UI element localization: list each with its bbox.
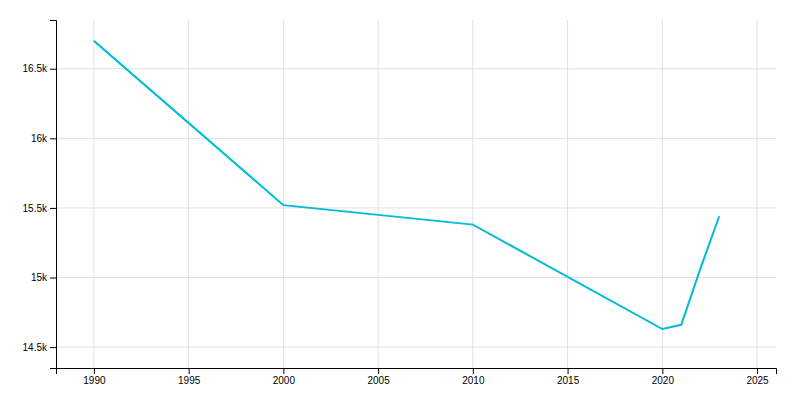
tick-mark [757, 368, 758, 374]
tick: 1995 [178, 368, 201, 386]
line [94, 41, 719, 329]
tick-label: 2020 [652, 375, 675, 386]
grid-line [283, 20, 284, 368]
plot-area [94, 41, 719, 329]
tick: 2000 [273, 368, 296, 386]
tick-mark [94, 368, 95, 374]
tick-mark [50, 69, 56, 70]
tick-label: 1995 [178, 375, 201, 386]
tick-label: 15.5k [23, 203, 48, 214]
grid-line [757, 20, 758, 368]
tick-mark [50, 208, 56, 209]
grid-line [93, 20, 94, 368]
tick: 15.5k [23, 203, 56, 214]
tick: 2005 [367, 368, 390, 386]
tick-mark [473, 368, 474, 374]
tick-mark [50, 278, 56, 279]
tick: 2025 [746, 368, 769, 386]
axis-line [57, 369, 777, 375]
tick-mark [378, 368, 379, 374]
grid-line [56, 207, 776, 208]
tick: 16k [31, 133, 56, 144]
tick-mark [283, 368, 284, 374]
tick: 2020 [652, 368, 675, 386]
tick-label: 2010 [462, 375, 485, 386]
x-axis: 1990 1995 2000 2005 2010 2015 2020 2025 [57, 368, 777, 386]
tick-label: 2000 [273, 375, 296, 386]
tick: 1990 [83, 368, 106, 386]
tick-label: 15k [31, 272, 48, 283]
grid-line [567, 20, 568, 368]
tick-mark [189, 368, 190, 374]
tick-label: 16k [31, 133, 48, 144]
grid-line [472, 20, 473, 368]
tick-label: 1990 [83, 375, 106, 386]
grid-line [56, 68, 776, 69]
tick: 2015 [557, 368, 580, 386]
grid-line [188, 20, 189, 368]
tick-mark [50, 347, 56, 348]
tick-label: 2015 [557, 375, 580, 386]
tick-label: 2025 [746, 375, 769, 386]
tick: 14.5k [23, 342, 56, 353]
tick-mark [50, 138, 56, 139]
grid-line [56, 347, 776, 348]
tick-label: 14.5k [23, 342, 48, 353]
grid-line [378, 20, 379, 368]
y-axis: 14.5k 15k 15.5k 16k 16.5k [23, 21, 57, 369]
tick: 16.5k [23, 63, 56, 74]
grid-line [56, 277, 776, 278]
tick-label: 16.5k [23, 63, 48, 74]
axis-line [50, 21, 57, 369]
tick-label: 2005 [367, 375, 390, 386]
grid-line [56, 138, 776, 139]
tick: 2010 [462, 368, 485, 386]
tick-mark [568, 368, 569, 374]
grid-line [662, 20, 663, 368]
tick: 15k [31, 272, 56, 283]
grid [56, 20, 776, 368]
tick-mark [662, 368, 663, 374]
chart: 1990 1995 2000 2005 2010 2015 2020 2025 14.5k 15k… [0, 0, 800, 400]
